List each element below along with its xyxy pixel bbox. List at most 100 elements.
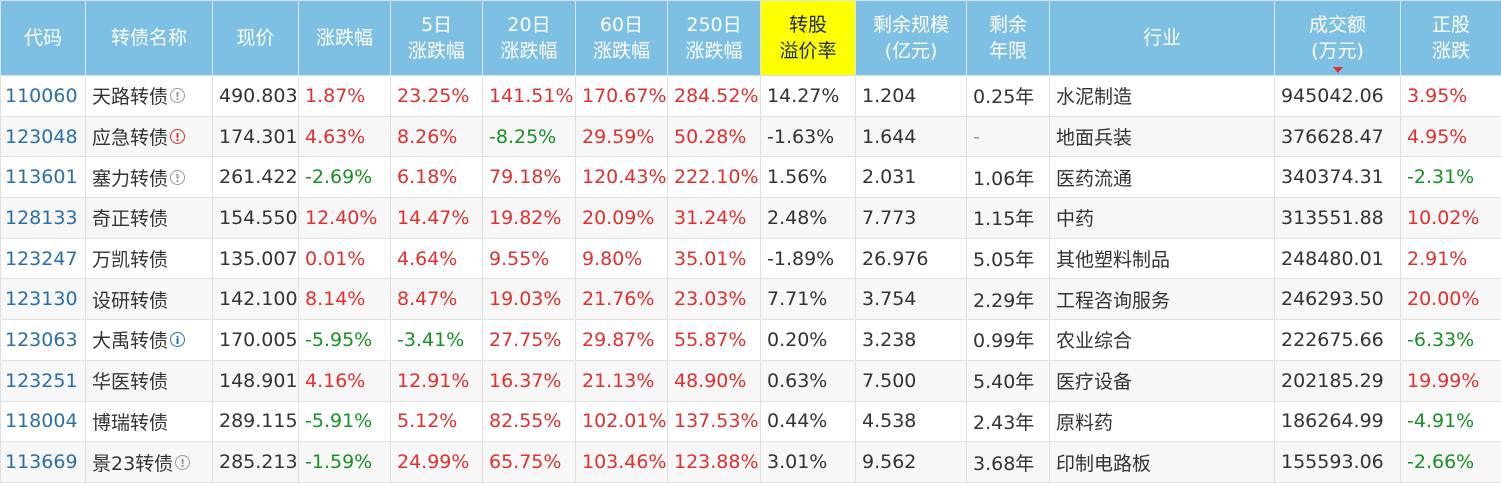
- cell-size: 1.644: [855, 115, 967, 158]
- bond-name: 天路转债!: [92, 82, 186, 109]
- table-row[interactable]: 118004 博瑞转债 289.115 -5.91% 5.12% 82.55% 102.01…: [0, 400, 1501, 443]
- table-row[interactable]: 123130 设研转债 142.100 8.14% 8.47% 19.03% 21.76% 2…: [0, 278, 1501, 321]
- cell-code[interactable]: 123130: [0, 278, 86, 321]
- cell-change-20d: 141.51%: [482, 75, 576, 117]
- bond-name: 景23转债!: [92, 449, 191, 476]
- col-header-premium[interactable]: 转股 溢价率: [760, 0, 856, 76]
- cell-industry: 原料药: [1049, 400, 1275, 443]
- cell-code[interactable]: 110060: [0, 75, 86, 117]
- col-header-stock-change[interactable]: 正股 涨跌: [1400, 0, 1501, 76]
- col-header-name[interactable]: 转债名称: [85, 0, 213, 76]
- cell-years: 2.43年: [966, 400, 1050, 443]
- cell-industry: 水泥制造: [1049, 75, 1275, 117]
- bond-name: 博瑞转债: [92, 408, 168, 435]
- cell-volume: 248480.01: [1274, 237, 1401, 280]
- col-header-change[interactable]: 涨跌幅: [298, 0, 391, 76]
- cell-premium: 3.01%: [760, 441, 856, 483]
- cell-size: 7.773: [855, 197, 967, 239]
- table-row[interactable]: 110060 天路转债! 490.803 1.87% 23.25% 141.51% 170.…: [0, 75, 1501, 117]
- cell-name[interactable]: 华医转债: [85, 359, 213, 402]
- info-icon[interactable]: !: [170, 88, 186, 104]
- cell-code[interactable]: 118004: [0, 400, 86, 443]
- cell-name[interactable]: 景23转债!: [85, 441, 213, 483]
- cell-change-60d: 103.46%: [575, 441, 668, 483]
- cell-name[interactable]: 天路转债!: [85, 75, 213, 117]
- bond-name-label: 天路转债: [92, 86, 169, 109]
- cell-price: 174.301: [212, 115, 299, 158]
- cell-name[interactable]: 大禹转债 i: [85, 319, 213, 361]
- cell-change-60d: 21.76%: [575, 278, 668, 321]
- table-row[interactable]: 123048 应急转债! 174.301 4.63% 8.26% -8.25% 29.59%…: [0, 115, 1501, 158]
- cell-code[interactable]: 123063: [0, 319, 86, 361]
- col-header-change-5d[interactable]: 5日 涨跌幅: [390, 0, 483, 76]
- cell-change-5d: 8.47%: [390, 278, 483, 321]
- cell-code[interactable]: 113669: [0, 441, 86, 483]
- cell-industry: 地面兵装: [1049, 115, 1275, 158]
- cell-change-60d: 170.67%: [575, 75, 668, 117]
- cell-name[interactable]: 设研转债: [85, 278, 213, 321]
- cell-change-5d: 8.26%: [390, 115, 483, 158]
- bond-name-label: 塞力转债: [92, 167, 169, 190]
- cell-name[interactable]: 万凯转债: [85, 237, 213, 280]
- cell-size: 4.538: [855, 400, 967, 443]
- cell-stock-change: -2.31%: [1400, 156, 1501, 199]
- cell-price: 490.803: [212, 75, 299, 117]
- col-header-industry[interactable]: 行业: [1049, 0, 1275, 76]
- col-header-change-250d[interactable]: 250日 涨跌幅: [667, 0, 761, 76]
- cell-code[interactable]: 113601: [0, 156, 86, 199]
- col-header-volume[interactable]: 成交额 (万元): [1274, 0, 1401, 76]
- cell-name[interactable]: 塞力转债!: [85, 156, 213, 199]
- table-row[interactable]: 128133 奇正转债 154.550 12.40% 14.47% 19.82% 20.09…: [0, 197, 1501, 239]
- table-row[interactable]: 113601 塞力转债! 261.422 -2.69% 6.18% 79.18% 120.4…: [0, 156, 1501, 199]
- bond-name-label: 华医转债: [92, 371, 169, 394]
- cell-change-20d: 19.03%: [482, 278, 576, 321]
- col-header-price[interactable]: 现价: [212, 0, 299, 76]
- cell-premium: 0.44%: [760, 400, 856, 443]
- table-row[interactable]: 123251 华医转债 148.901 4.16% 12.91% 16.37% 21.13%…: [0, 359, 1501, 402]
- cell-change-60d: 20.09%: [575, 197, 668, 239]
- cell-stock-change: 4.95%: [1400, 115, 1501, 158]
- cell-name[interactable]: 奇正转债: [85, 197, 213, 239]
- col-header-change-60d[interactable]: 60日 涨跌幅: [575, 0, 668, 76]
- cell-change-20d: 9.55%: [482, 237, 576, 280]
- table-row[interactable]: 123063 大禹转债 i 170.005 -5.95% -3.41% 27.75% 29.8…: [0, 319, 1501, 361]
- bond-name-label: 应急转债: [92, 127, 169, 150]
- info-icon[interactable]: !: [170, 169, 186, 185]
- cell-change-250d: 23.03%: [667, 278, 761, 321]
- alert-icon[interactable]: !: [170, 129, 186, 145]
- col-header-size[interactable]: 剩余规模 (亿元): [855, 0, 967, 76]
- info-icon[interactable]: !: [175, 454, 191, 470]
- cell-change-60d: 120.43%: [575, 156, 668, 199]
- cell-code[interactable]: 123048: [0, 115, 86, 158]
- cell-name[interactable]: 博瑞转债: [85, 400, 213, 443]
- info-icon[interactable]: i: [170, 332, 186, 348]
- cell-change-250d: 31.24%: [667, 197, 761, 239]
- cell-volume: 246293.50: [1274, 278, 1401, 321]
- cell-stock-change: 20.00%: [1400, 278, 1501, 321]
- cell-change-250d: 123.88%: [667, 441, 761, 483]
- cell-change-5d: 24.99%: [390, 441, 483, 483]
- cell-years: 5.05年: [966, 237, 1050, 280]
- cell-years: 3.68年: [966, 441, 1050, 483]
- cell-change-60d: 29.87%: [575, 319, 668, 361]
- cell-code[interactable]: 123251: [0, 359, 86, 402]
- cell-code[interactable]: 123247: [0, 237, 86, 280]
- cell-size: 7.500: [855, 359, 967, 402]
- col-header-years[interactable]: 剩余 年限: [966, 0, 1050, 76]
- cell-volume: 186264.99: [1274, 400, 1401, 443]
- col-header-code[interactable]: 代码: [0, 0, 86, 76]
- bond-name-label: 博瑞转债: [92, 411, 169, 434]
- cell-name[interactable]: 应急转债!: [85, 115, 213, 158]
- col-header-change-20d[interactable]: 20日 涨跌幅: [482, 0, 576, 76]
- table-row[interactable]: 123247 万凯转债 135.007 0.01% 4.64% 9.55% 9.80% 35.…: [0, 237, 1501, 280]
- table-row[interactable]: 113669 景23转债! 285.213 -1.59% 24.99% 65.75% 103…: [0, 441, 1501, 483]
- bond-name: 应急转债!: [92, 123, 186, 150]
- cell-change: 12.40%: [298, 197, 391, 239]
- cell-size: 26.976: [855, 237, 967, 280]
- cell-price: 142.100: [212, 278, 299, 321]
- cell-stock-change: 2.91%: [1400, 237, 1501, 280]
- cell-volume: 222675.66: [1274, 319, 1401, 361]
- cell-size: 1.204: [855, 75, 967, 117]
- cell-stock-change: -6.33%: [1400, 319, 1501, 361]
- cell-code[interactable]: 128133: [0, 197, 86, 239]
